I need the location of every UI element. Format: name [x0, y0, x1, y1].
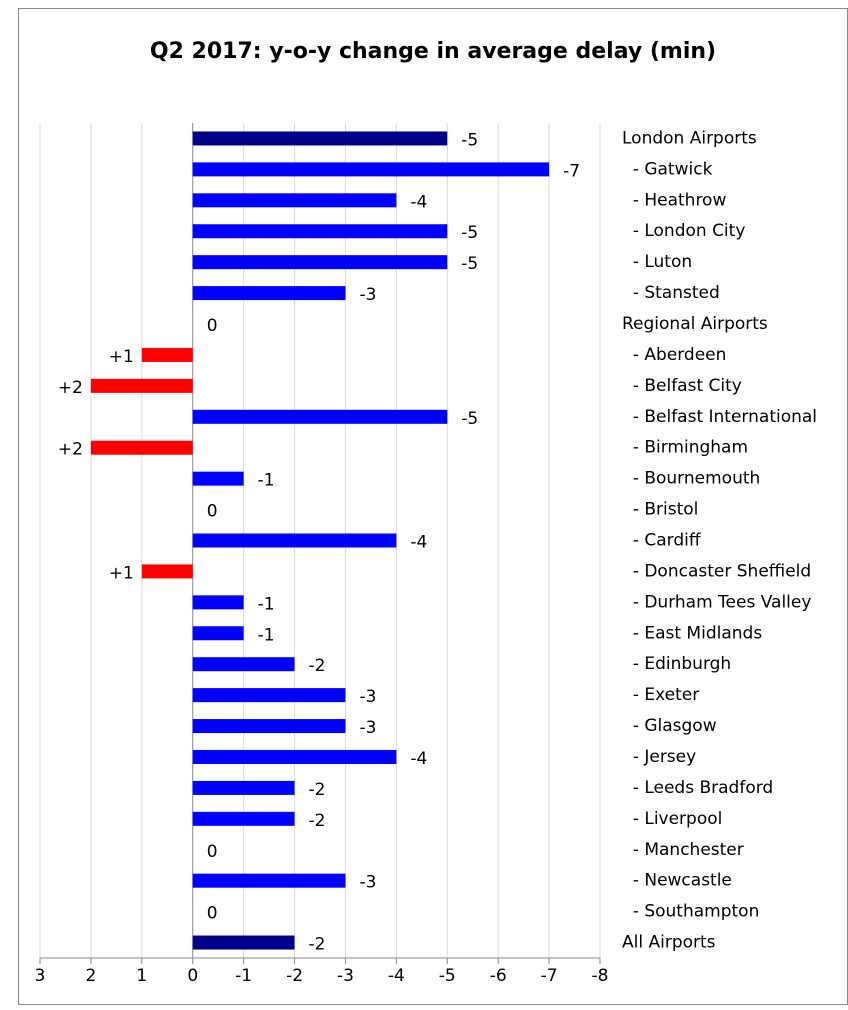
category-label: - Leeds Bradford — [622, 778, 773, 798]
bar — [192, 533, 397, 548]
x-tick-label: -6 — [490, 966, 507, 986]
x-tick-label: 2 — [85, 966, 96, 986]
value-label: -2 — [309, 656, 326, 676]
bar — [192, 193, 397, 208]
bar — [192, 224, 448, 239]
x-tick-label: -2 — [286, 966, 303, 986]
category-label: - Edinburgh — [622, 654, 731, 674]
bar — [141, 564, 193, 579]
bar — [192, 595, 244, 610]
category-label: - Jersey — [622, 747, 696, 767]
category-label: - Doncaster Sheffield — [622, 561, 811, 581]
x-tick-label: 3 — [35, 966, 46, 986]
category-label: - Exeter — [622, 685, 699, 705]
bar — [90, 378, 193, 393]
bar — [192, 255, 448, 270]
value-label: -3 — [359, 285, 376, 305]
bar — [192, 749, 397, 764]
value-label: -3 — [359, 687, 376, 707]
category-label: - Southampton — [622, 902, 759, 922]
value-label: +1 — [109, 347, 134, 367]
category-label: - Bournemouth — [622, 469, 760, 489]
bar — [192, 719, 346, 734]
category-label: - Durham Tees Valley — [622, 592, 811, 612]
value-label: -1 — [258, 471, 275, 491]
category-label: All Airports — [622, 933, 716, 953]
value-label: -5 — [461, 254, 478, 274]
value-label: -7 — [563, 161, 580, 181]
value-label: -1 — [258, 625, 275, 645]
x-tick-label: -4 — [388, 966, 405, 986]
value-label: -4 — [410, 749, 427, 769]
value-label: 0 — [207, 904, 218, 924]
category-label: - Belfast City — [622, 376, 742, 396]
x-tick-label: -1 — [235, 966, 252, 986]
bar — [90, 440, 193, 455]
x-tick-label: 1 — [136, 966, 147, 986]
category-label: - Bristol — [622, 500, 698, 520]
value-label: -2 — [309, 780, 326, 800]
value-label: +2 — [58, 378, 83, 398]
value-label: -5 — [461, 130, 478, 150]
bar — [192, 409, 448, 424]
category-label: - Stansted — [622, 283, 720, 303]
value-label: -3 — [359, 718, 376, 738]
category-label: - Cardiff — [622, 531, 702, 551]
bar — [192, 780, 295, 795]
x-tick-label: -8 — [592, 966, 609, 986]
value-label: -2 — [309, 811, 326, 831]
category-label: London Airports — [622, 128, 757, 148]
value-label: -5 — [461, 409, 478, 429]
category-label: - Birmingham — [622, 438, 748, 458]
value-label: +2 — [58, 440, 83, 460]
value-label: -1 — [258, 594, 275, 614]
value-label: -2 — [309, 935, 326, 955]
value-label: -4 — [410, 533, 427, 553]
value-label: 0 — [207, 502, 218, 522]
x-tick-label: -5 — [439, 966, 456, 986]
bar — [192, 873, 346, 888]
value-label: -5 — [461, 223, 478, 243]
bar — [192, 131, 448, 146]
category-label: - Newcastle — [622, 871, 732, 891]
value-label: 0 — [207, 316, 218, 336]
category-label: - Heathrow — [622, 190, 726, 210]
bar — [192, 471, 244, 486]
category-label: - Aberdeen — [622, 345, 726, 365]
x-tick-label: -7 — [541, 966, 558, 986]
category-label: - East Midlands — [622, 623, 762, 643]
category-label: - Liverpool — [622, 809, 722, 829]
chart-title: Q2 2017: y-o-y change in average delay (… — [150, 39, 716, 64]
value-label: +1 — [109, 563, 134, 583]
bar — [192, 811, 295, 826]
bar — [192, 688, 346, 703]
x-tick-label: -3 — [337, 966, 354, 986]
bar — [192, 626, 244, 641]
value-label: -3 — [359, 873, 376, 893]
category-label: - London City — [622, 221, 745, 241]
bar — [192, 286, 346, 301]
bar — [192, 935, 295, 950]
x-tick-label: 0 — [187, 966, 198, 986]
category-label: Regional Airports — [622, 314, 768, 334]
category-label: - Gatwick — [622, 159, 713, 179]
category-label: - Glasgow — [622, 716, 717, 736]
category-label: - Belfast International — [622, 407, 817, 427]
value-label: 0 — [207, 842, 218, 862]
category-label: - Manchester — [622, 840, 744, 860]
value-label: -4 — [410, 192, 427, 212]
bar — [192, 657, 295, 672]
category-label: - Luton — [622, 252, 692, 272]
bar — [141, 347, 193, 362]
bar — [192, 162, 550, 177]
